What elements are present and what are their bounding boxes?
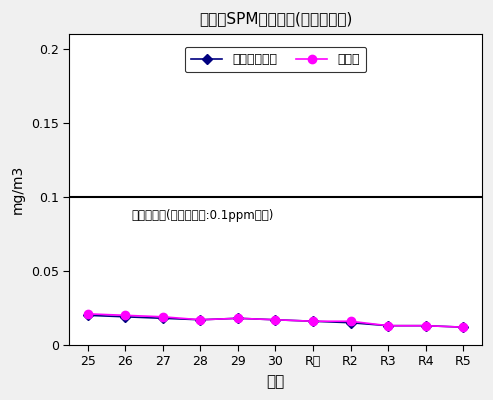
一般局　平均 [423, 323, 428, 328]
一般局　平均 [310, 319, 316, 324]
自排局 [423, 323, 428, 328]
Y-axis label: mg/m3: mg/m3 [11, 165, 25, 214]
Text: 環境基準値(１日平均値:0.1ppm以下): 環境基準値(１日平均値:0.1ppm以下) [131, 209, 274, 222]
自排局 [460, 325, 466, 330]
一般局　平均 [160, 316, 166, 321]
一般局　平均 [235, 316, 241, 321]
自排局 [348, 319, 353, 324]
X-axis label: 年度: 年度 [266, 374, 284, 389]
一般局　平均 [348, 320, 353, 325]
一般局　平均 [85, 313, 91, 318]
自排局 [310, 319, 316, 324]
Title: 市内のSPM経年変化(年間平均値): 市内のSPM経年変化(年間平均値) [199, 11, 352, 26]
自排局 [385, 323, 391, 328]
自排局 [273, 317, 279, 322]
一般局　平均 [273, 317, 279, 322]
自排局 [85, 312, 91, 316]
一般局　平均 [198, 317, 204, 322]
自排局 [198, 317, 204, 322]
一般局　平均 [122, 314, 128, 319]
Line: 一般局　平均: 一般局 平均 [84, 312, 466, 331]
一般局　平均 [385, 323, 391, 328]
自排局 [235, 316, 241, 321]
Line: 自排局: 自排局 [84, 310, 467, 331]
一般局　平均 [460, 325, 466, 330]
Legend: 一般局　平均, 自排局: 一般局 平均, 自排局 [185, 47, 366, 72]
自排局 [122, 313, 128, 318]
自排局 [160, 314, 166, 319]
